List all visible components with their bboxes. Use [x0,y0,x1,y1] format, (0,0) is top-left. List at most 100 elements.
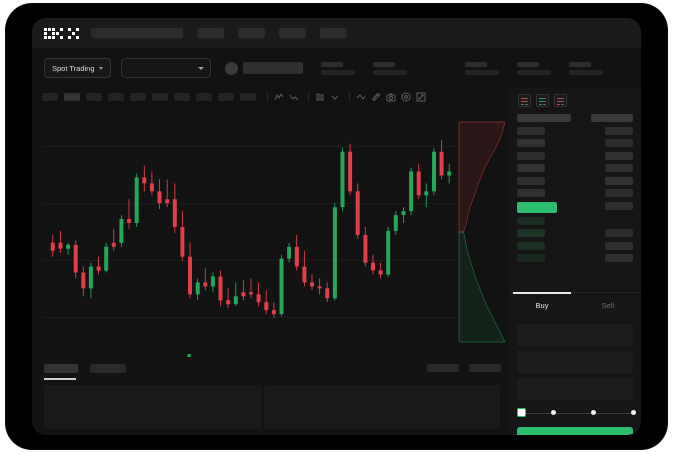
market-stat-4 [516,61,551,75]
ask-price [517,126,545,135]
fullscreen-icon[interactable] [415,91,427,103]
settings-icon[interactable] [400,91,412,103]
market-stat-3 [464,61,499,75]
submit-buy-button[interactable] [517,427,633,435]
chart-toolbar [32,88,462,106]
depth-series [458,121,506,343]
top-navigation-bar [32,18,641,48]
timeframe-button-2[interactable] [64,93,80,101]
order-book-bid-row[interactable] [517,252,633,265]
current-price-total [605,201,633,210]
order-book-bid-row[interactable] [517,227,633,240]
bid-price [517,216,545,225]
chevron-down-icon[interactable] [329,91,341,103]
slider-stop-50[interactable] [591,410,596,415]
line-chart-icon[interactable] [288,91,300,103]
order-book-ask-row[interactable] [517,150,633,163]
slider-handle[interactable] [517,408,526,417]
header-left [517,114,571,122]
okx-logo-icon[interactable] [44,27,79,39]
ask-price [517,189,545,197]
order-total-field[interactable] [517,378,633,400]
tab-buy[interactable]: Buy [535,301,549,310]
trend-line-icon[interactable] [355,91,367,103]
timeframe-button-3[interactable] [86,93,102,101]
timeframe-button-10[interactable] [240,93,256,101]
current-price-row[interactable] [517,200,633,215]
nav-link-4[interactable] [320,28,347,38]
stat-label [372,61,395,67]
orders-content [32,379,509,429]
timeframe-button-8[interactable] [196,93,212,101]
candlestick-chart-icon[interactable] [273,91,285,103]
ask-total [605,139,633,147]
order-book-ask-row[interactable] [517,137,633,150]
orderbook-bids-icon[interactable] [536,94,549,107]
orders-panel [32,357,509,435]
orders-action-1[interactable] [427,364,459,372]
stat-label [516,61,539,67]
order-book-ask-row[interactable] [517,187,633,200]
nav-link-3[interactable] [279,28,306,38]
ask-total [605,189,633,197]
candle-series [50,139,452,318]
ask-price [517,164,545,172]
pair-select[interactable] [120,58,211,78]
order-book-ask-row[interactable] [517,175,633,188]
order-book-bid-row[interactable] [517,240,633,253]
orderbook-both-icon[interactable] [518,94,531,107]
chevron-down-icon [197,66,204,70]
timeframe-button-4[interactable] [108,93,124,101]
slider-stop-75[interactable] [631,410,636,415]
ask-total [605,126,633,135]
tab-sell[interactable]: Sell [601,301,615,310]
bid-price [517,229,545,237]
nav-link-2[interactable] [238,28,265,38]
order-price-field[interactable] [517,324,633,346]
chart-gridline [42,146,460,147]
market-stat-2 [372,61,407,75]
order-book-bid-row[interactable] [517,215,633,228]
nav-link-1[interactable] [197,28,224,38]
order-book-ask-row[interactable] [517,125,633,138]
timeframe-button-6[interactable] [152,93,168,101]
toolbar-divider [349,92,350,102]
order-amount-field[interactable] [517,351,633,373]
timeframe-button-1[interactable] [42,93,58,101]
timeframe-button-5[interactable] [130,93,146,101]
stat-value [516,69,551,75]
camera-icon[interactable] [385,91,397,103]
timeframe-button-7[interactable] [174,93,190,101]
buy-sell-tab-bar: Buy Sell [509,292,641,318]
order-form [509,318,641,400]
market-stat-5 [568,61,603,75]
orders-action-2[interactable] [469,364,501,372]
stat-label [320,61,343,67]
tab-open-orders[interactable] [44,363,78,373]
stat-label [568,61,591,67]
market-stat-1 [320,61,355,75]
timeframe-button-9[interactable] [218,93,234,101]
orderbook-asks-icon[interactable] [554,94,567,107]
orders-pane-right[interactable] [264,385,500,429]
orders-pane-left[interactable] [44,385,262,429]
tablet-device-frame: Spot Trading [6,4,667,449]
app-screen: Spot Trading [32,18,641,435]
spot-trading-dropdown[interactable]: Spot Trading [44,58,111,78]
ask-total [605,164,633,172]
order-book-rows [509,112,641,290]
ruler-icon[interactable] [370,91,382,103]
chart-gridline [42,203,460,204]
indicators-icon[interactable] [314,91,326,103]
slider-stop-25[interactable] [551,410,556,415]
amount-percent-slider[interactable] [517,408,636,418]
ask-total [605,151,633,160]
active-tab-underline [44,378,76,380]
chart-gridline [42,260,460,261]
search-input[interactable] [91,28,183,38]
price-candlestick-chart[interactable] [42,108,460,338]
order-book-ask-row[interactable] [517,162,633,175]
tab-order-history[interactable] [90,363,126,373]
order-book-depth-chart [457,118,509,346]
stat-value [464,69,499,75]
